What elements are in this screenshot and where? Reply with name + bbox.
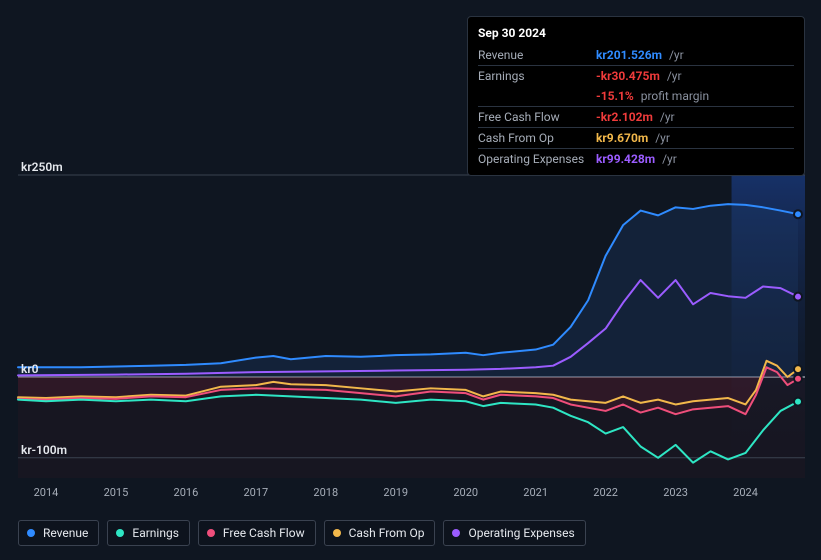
legend-swatch (207, 529, 215, 537)
tooltip-row: Cash From Opkr9.670m /yr (478, 128, 794, 149)
tooltip-row: Free Cash Flow-kr2.102m /yr (478, 107, 794, 128)
x-tick-label: 2017 (243, 486, 268, 499)
chart-tooltip: Sep 30 2024 Revenuekr201.526m /yrEarning… (467, 16, 805, 176)
tooltip-row: Operating Expenseskr99.428m /yr (478, 149, 794, 170)
tooltip-row: Earnings-kr30.475m /yr (478, 66, 794, 87)
y-tick-label: kr250m (21, 160, 63, 174)
y-tick-label: kr0 (21, 362, 39, 376)
tooltip-metric-value: kr99.428m /yr (596, 149, 794, 170)
tooltip-metric-value: -kr30.475m /yr (596, 66, 794, 87)
tooltip-metric-value: kr9.670m /yr (596, 128, 794, 149)
tooltip-metric-label: Revenue (478, 45, 596, 66)
tooltip-row: Revenuekr201.526m /yr (478, 45, 794, 66)
tooltip-metric-label: Operating Expenses (478, 149, 596, 170)
legend-item-cfo[interactable]: Cash From Op (324, 520, 436, 546)
legend-label: Cash From Op (349, 526, 425, 540)
legend-item-opex[interactable]: Operating Expenses (443, 520, 585, 546)
legend-item-earnings[interactable]: Earnings (107, 520, 190, 546)
x-tick-label: 2016 (174, 486, 199, 499)
tooltip-table: Revenuekr201.526m /yrEarnings-kr30.475m … (478, 45, 794, 169)
legend-label: Operating Expenses (468, 526, 574, 540)
tooltip-subrow: -15.1% profit margin (478, 86, 794, 107)
y-tick-label: kr-100m (21, 443, 67, 457)
tooltip-date: Sep 30 2024 (478, 23, 794, 45)
tooltip-metric-label: Free Cash Flow (478, 107, 596, 128)
tooltip-metric-label: Earnings (478, 66, 596, 87)
legend-item-fcf[interactable]: Free Cash Flow (198, 520, 316, 546)
legend-swatch (333, 529, 341, 537)
x-tick-label: 2020 (453, 486, 478, 499)
x-tick-label: 2018 (313, 486, 338, 499)
legend-item-revenue[interactable]: Revenue (18, 520, 99, 546)
x-tick-label: 2014 (34, 486, 59, 499)
legend-label: Revenue (43, 526, 88, 540)
tooltip-metric-label: Cash From Op (478, 128, 596, 149)
x-tick-label: 2022 (593, 486, 618, 499)
tooltip-metric-value: -kr2.102m /yr (596, 107, 794, 128)
legend-label: Free Cash Flow (223, 526, 305, 540)
legend-swatch (452, 529, 460, 537)
x-tick-label: 2015 (104, 486, 129, 499)
x-tick-label: 2021 (523, 486, 548, 499)
x-tick-label: 2024 (733, 486, 758, 499)
legend-label: Earnings (132, 526, 179, 540)
x-tick-label: 2019 (383, 486, 408, 499)
legend-swatch (27, 529, 35, 537)
chart-legend: Revenue Earnings Free Cash Flow Cash From O… (18, 520, 586, 546)
tooltip-metric-value: kr201.526m /yr (596, 45, 794, 66)
legend-swatch (116, 529, 124, 537)
x-tick-label: 2023 (663, 486, 688, 499)
